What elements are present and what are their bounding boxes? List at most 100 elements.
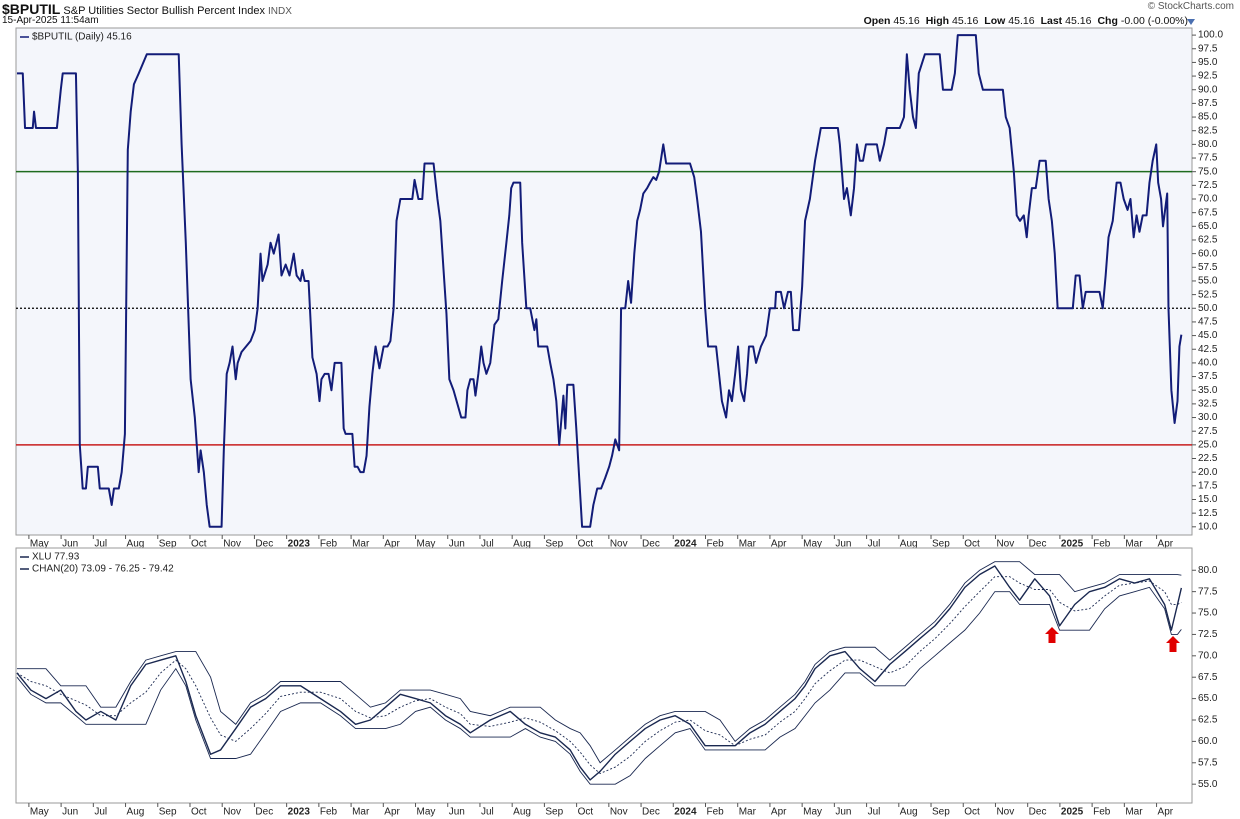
channel-upper (16, 561, 1182, 764)
y-tick-label: 20.0 (1198, 467, 1218, 478)
x-tick-label: Nov (996, 807, 1014, 818)
channel-middle (16, 576, 1182, 775)
index-name: S&P Utilities Sector Bullish Percent Ind… (63, 5, 265, 17)
x-tick-label: Mar (352, 807, 370, 818)
y-tick-label: 75.0 (1198, 166, 1218, 177)
exchange: INDX (268, 6, 292, 17)
x-tick-label: Mar (739, 539, 757, 550)
quote-value: 45.16 (1065, 15, 1092, 27)
y-tick-label: 37.5 (1198, 371, 1218, 382)
y-tick-label: 15.0 (1198, 494, 1218, 505)
x-tick-label: Dec (255, 539, 273, 550)
price-line (16, 565, 1183, 781)
quote-value: 45.16 (952, 15, 979, 27)
x-tick-label: Jun (449, 539, 465, 550)
x-tick-label: Feb (706, 807, 724, 818)
x-tick-label: May (30, 807, 49, 818)
y-tick-label: 55.0 (1198, 276, 1218, 287)
x-tick-label: Jul (868, 807, 881, 818)
y-tick-label: 77.5 (1198, 153, 1218, 164)
x-tick-label: Nov (610, 807, 628, 818)
y-tick-label: 32.5 (1198, 399, 1218, 410)
y-tick-label: 17.5 (1198, 480, 1218, 491)
x-tick-label: Apr (771, 807, 787, 818)
y-tick-label: 27.5 (1198, 426, 1218, 437)
x-tick-label: Feb (320, 807, 338, 818)
plot-area (15, 547, 1193, 804)
x-tick-label: 2025 (1061, 807, 1084, 818)
x-tick-label: Mar (739, 807, 757, 818)
x-tick-label: Feb (320, 539, 338, 550)
quote-label: Chg (1097, 15, 1118, 27)
x-tick-label: Oct (964, 807, 980, 818)
y-tick-label: 22.5 (1198, 453, 1218, 464)
symbol: $BPUTIL (2, 1, 61, 17)
price-line (16, 34, 1183, 528)
legend-label: XLU 77.93 (32, 552, 80, 563)
x-tick-label: Sep (932, 807, 950, 818)
x-tick-label: Feb (1093, 539, 1111, 550)
y-tick-label: 90.0 (1198, 84, 1218, 95)
y-tick-label: 72.5 (1198, 180, 1218, 191)
x-tick-label: Jul (94, 807, 107, 818)
y-tick-label: 87.5 (1198, 98, 1218, 109)
x-tick-label: Feb (706, 539, 724, 550)
y-tick-label: 97.5 (1198, 43, 1218, 54)
y-tick-label: 45.0 (1198, 330, 1218, 341)
x-tick-label: 2023 (288, 539, 311, 550)
y-tick-label: 25.0 (1198, 439, 1218, 450)
legend-label: $BPUTIL (Daily) 45.16 (32, 32, 132, 43)
x-tick-label: Sep (932, 539, 950, 550)
quote-value: -0.00 (-0.00%) (1120, 15, 1188, 27)
x-tick-label: Nov (996, 539, 1014, 550)
quote-label: Last (1040, 15, 1063, 27)
y-tick-label: 75.0 (1198, 608, 1218, 619)
y-tick-label: 35.0 (1198, 385, 1218, 396)
x-tick-label: May (417, 539, 436, 550)
x-tick-label: Dec (255, 807, 273, 818)
x-tick-label: Oct (578, 539, 594, 550)
x-tick-label: Oct (191, 539, 207, 550)
x-tick-label: Jun (62, 539, 78, 550)
x-tick-label: Aug (127, 807, 145, 818)
y-tick-label: 100.0 (1198, 30, 1223, 41)
y-tick-label: 52.5 (1198, 289, 1218, 300)
x-tick-label: Sep (545, 539, 563, 550)
x-tick-label: Oct (578, 807, 594, 818)
y-tick-label: 57.5 (1198, 757, 1218, 768)
x-tick-label: Jun (835, 807, 851, 818)
quote-label: Open (863, 15, 891, 27)
x-tick-label: Sep (159, 807, 177, 818)
y-tick-label: 57.5 (1198, 262, 1218, 273)
y-tick-label: 67.5 (1198, 207, 1218, 218)
y-tick-label: 92.5 (1198, 71, 1218, 82)
x-tick-label: Feb (1093, 807, 1111, 818)
quote-menu-icon[interactable] (1186, 18, 1196, 26)
y-tick-label: 65.0 (1198, 221, 1218, 232)
y-tick-label: 85.0 (1198, 112, 1218, 123)
y-tick-label: 62.5 (1198, 715, 1218, 726)
x-tick-label: Jun (835, 539, 851, 550)
y-tick-label: 30.0 (1198, 412, 1218, 423)
y-tick-label: 65.0 (1198, 693, 1218, 704)
x-tick-label: Nov (610, 539, 628, 550)
x-tick-label: Aug (900, 807, 918, 818)
y-tick-label: 55.0 (1198, 779, 1218, 790)
x-tick-label: May (803, 539, 822, 550)
x-tick-label: Jul (481, 807, 494, 818)
y-tick-label: 82.5 (1198, 125, 1218, 136)
x-tick-label: Apr (384, 539, 400, 550)
x-tick-label: 2024 (674, 539, 697, 550)
y-tick-label: 10.0 (1198, 521, 1218, 532)
quote-label: High (925, 15, 950, 27)
x-tick-label: Jul (94, 539, 107, 550)
x-tick-label: Dec (642, 539, 660, 550)
y-tick-label: 67.5 (1198, 672, 1218, 683)
x-tick-label: Aug (900, 539, 918, 550)
x-tick-label: Jul (868, 539, 881, 550)
quote-value: 45.16 (893, 15, 920, 27)
y-tick-label: 80.0 (1198, 139, 1218, 150)
x-tick-label: Aug (513, 539, 531, 550)
